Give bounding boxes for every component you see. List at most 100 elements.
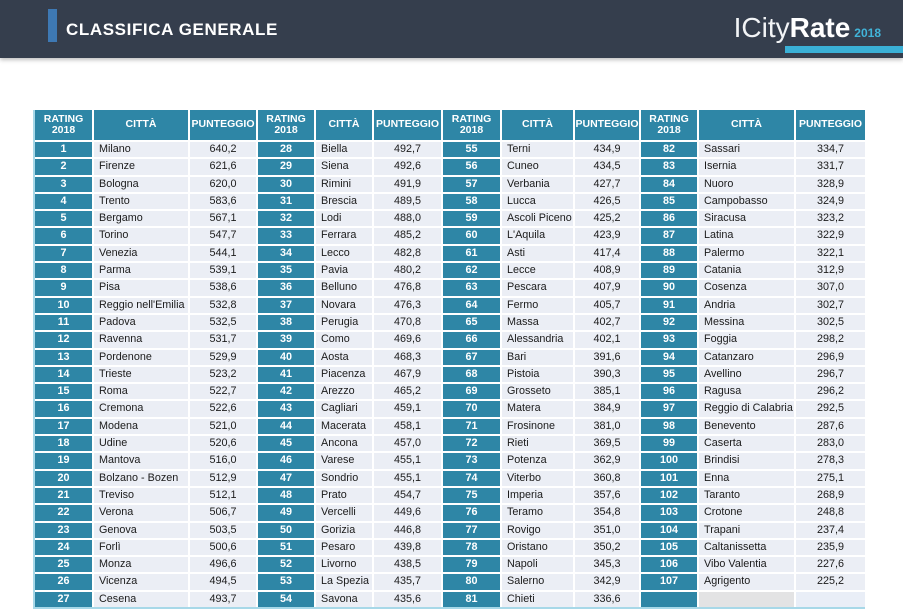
rank-cell: 91 xyxy=(641,297,697,313)
score-cell: 384,9 xyxy=(575,401,639,417)
rank-cell: 35 xyxy=(258,263,314,279)
rank-cell: 17 xyxy=(35,418,92,435)
city-cell: Livorno xyxy=(316,557,372,573)
score-cell: 512,1 xyxy=(190,487,256,504)
rank-cell: 9 xyxy=(35,280,92,296)
rank-cell: 87 xyxy=(641,228,697,244)
rank-cell: 86 xyxy=(641,211,697,227)
table-column-group-2: RATING 2018 CITTÀ PUNTEGGIO 28 Biella 492,… xyxy=(258,110,441,608)
score-cell: 539,1 xyxy=(190,263,256,279)
city-cell: Venezia xyxy=(94,245,188,262)
score-cell: 640,2 xyxy=(190,142,256,158)
score-cell: 435,7 xyxy=(374,574,441,590)
score-cell: 503,5 xyxy=(190,522,256,538)
score-cell: 354,8 xyxy=(575,505,639,521)
city-cell: Savona xyxy=(316,591,372,608)
rank-cell: 60 xyxy=(443,228,500,244)
score-cell: 482,8 xyxy=(374,245,441,262)
city-cell: Pavia xyxy=(316,263,372,279)
city-cell: Latina xyxy=(699,228,794,244)
rank-cell: 93 xyxy=(641,332,697,348)
rank-cell: 81 xyxy=(443,591,500,608)
rank-cell: 6 xyxy=(35,228,92,244)
rank-cell: 61 xyxy=(443,245,500,262)
column-header-score: PUNTEGGIO xyxy=(374,110,441,140)
logo-text-icity: ICity xyxy=(733,12,790,43)
city-cell: Nuoro xyxy=(699,176,794,192)
score-cell xyxy=(796,591,865,608)
rank-cell: 52 xyxy=(258,557,314,573)
table-column-group-1: RATING 2018 CITTÀ PUNTEGGIO 1 Milano 640,2… xyxy=(35,110,256,608)
score-cell: 544,1 xyxy=(190,245,256,262)
rank-cell: 97 xyxy=(641,401,697,417)
rank-cell: 57 xyxy=(443,176,500,192)
rank-cell: 82 xyxy=(641,142,697,158)
rank-cell: 44 xyxy=(258,418,314,435)
city-cell: Bari xyxy=(502,349,573,365)
column-header-rating: RATING 2018 xyxy=(443,110,500,140)
score-cell: 476,3 xyxy=(374,297,441,313)
column-header-rating: RATING 2018 xyxy=(258,110,314,140)
city-cell: Napoli xyxy=(502,557,573,573)
rank-cell: 59 xyxy=(443,211,500,227)
score-cell: 446,8 xyxy=(374,522,441,538)
city-cell: Genova xyxy=(94,522,188,538)
city-cell: Reggio nell'Emilia xyxy=(94,297,188,313)
rank-cell: 13 xyxy=(35,349,92,365)
city-cell: Novara xyxy=(316,297,372,313)
city-cell: Potenza xyxy=(502,453,573,469)
city-cell: Lodi xyxy=(316,211,372,227)
rank-cell: 53 xyxy=(258,574,314,590)
score-cell: 620,0 xyxy=(190,176,256,192)
city-cell: Messina xyxy=(699,314,794,331)
city-cell: Ascoli Piceno xyxy=(502,211,573,227)
score-cell: 323,2 xyxy=(796,211,865,227)
city-cell: Pordenone xyxy=(94,349,188,365)
rank-cell: 100 xyxy=(641,453,697,469)
score-cell: 425,2 xyxy=(575,211,639,227)
city-cell: Massa xyxy=(502,314,573,331)
rank-cell: 46 xyxy=(258,453,314,469)
rank-cell: 40 xyxy=(258,349,314,365)
table-column-group-4: RATING 2018 CITTÀ PUNTEGGIO 82 Sassari 334… xyxy=(641,110,865,608)
rank-cell: 79 xyxy=(443,557,500,573)
column-header-city: CITTÀ xyxy=(699,110,794,140)
logo-year: 2018 xyxy=(854,26,881,40)
rank-cell: 72 xyxy=(443,436,500,452)
city-cell: Siracusa xyxy=(699,211,794,227)
rank-cell: 102 xyxy=(641,487,697,504)
score-cell: 523,2 xyxy=(190,366,256,383)
score-cell: 324,9 xyxy=(796,193,865,210)
rank-cell: 36 xyxy=(258,280,314,296)
icityrate-logo: ICityRate 2018 xyxy=(734,12,881,44)
rank-cell: 67 xyxy=(443,349,500,365)
score-cell: 493,7 xyxy=(190,591,256,608)
city-cell: Oristano xyxy=(502,539,573,556)
column-header-score: PUNTEGGIO xyxy=(575,110,639,140)
rank-cell: 31 xyxy=(258,193,314,210)
top-header: CLASSIFICA GENERALE ICityRate 2018 xyxy=(0,0,903,58)
rank-cell: 28 xyxy=(258,142,314,158)
rank-cell: 32 xyxy=(258,211,314,227)
rank-cell: 25 xyxy=(35,557,92,573)
column-header-city: CITTÀ xyxy=(502,110,573,140)
rank-cell: 65 xyxy=(443,314,500,331)
rank-cell: 15 xyxy=(35,384,92,400)
rank-cell: 5 xyxy=(35,211,92,227)
score-cell: 583,6 xyxy=(190,193,256,210)
score-cell: 459,1 xyxy=(374,401,441,417)
city-cell: Lecco xyxy=(316,245,372,262)
city-cell: Crotone xyxy=(699,505,794,521)
city-cell: Chieti xyxy=(502,591,573,608)
city-cell: Bolzano - Bozen xyxy=(94,470,188,486)
rank-cell: 48 xyxy=(258,487,314,504)
score-cell: 357,6 xyxy=(575,487,639,504)
rank-cell: 92 xyxy=(641,314,697,331)
score-cell: 438,5 xyxy=(374,557,441,573)
city-cell: Terni xyxy=(502,142,573,158)
rank-cell: 90 xyxy=(641,280,697,296)
rank-cell: 29 xyxy=(258,159,314,175)
rank-cell: 99 xyxy=(641,436,697,452)
score-cell: 283,0 xyxy=(796,436,865,452)
rank-cell: 38 xyxy=(258,314,314,331)
